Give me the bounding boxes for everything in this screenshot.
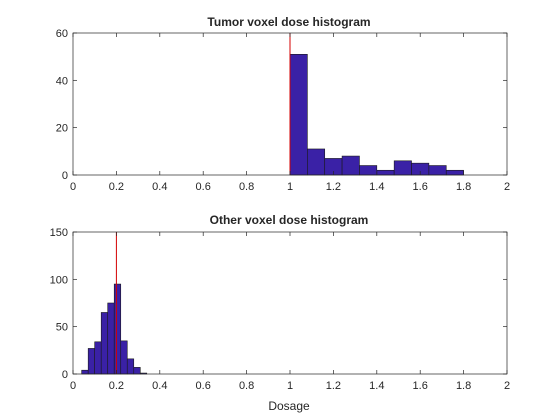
tumor-histogram-ytick-label: 0 <box>62 170 68 182</box>
tumor-histogram-bar <box>393 160 412 176</box>
tumor-histogram-panel: Tumor voxel dose histogram 0 0.2 0.4 0.6 0.8… <box>56 15 510 193</box>
tumor-histogram-xtick-label: 1.2 <box>326 181 341 193</box>
other-histogram-bar <box>120 340 128 375</box>
other-histogram-bar <box>81 369 89 375</box>
other-histogram-xtick-label: 1.6 <box>413 380 428 392</box>
tumor-histogram-bar <box>445 169 464 176</box>
other-histogram-panel: Other voxel dose histogram Dosage 0 0.2 0.… <box>50 213 510 413</box>
tumor-histogram-xtick-label: 0.6 <box>196 181 211 193</box>
other-histogram-bar <box>126 358 135 375</box>
tumor-histogram-xtick-label: 1.6 <box>413 181 428 193</box>
other-histogram-xtick-label: 0.4 <box>152 380 167 392</box>
tumor-histogram-ytick-label: 40 <box>56 75 68 87</box>
other-histogram-bar <box>100 312 109 375</box>
tumor-histogram-xtick-label: 1 <box>287 181 293 193</box>
other-histogram-xtick-label: 1 <box>287 380 293 392</box>
other-histogram-xtick-label: 1.4 <box>369 380 384 392</box>
other-histogram-axes-box <box>72 231 508 375</box>
tumor-histogram-xtick-label: 1.4 <box>369 181 384 193</box>
other-histogram-bar <box>113 283 122 375</box>
other-histogram-ytick-label: 150 <box>50 227 68 239</box>
other-histogram-bar <box>133 367 141 375</box>
other-histogram-xtick-label: 1.2 <box>326 380 341 392</box>
other-histogram-xtick-label: 0.8 <box>239 380 254 392</box>
other-histogram-xlabel: Dosage <box>268 399 310 413</box>
other-histogram-xtick-label: 0.6 <box>196 380 211 392</box>
other-histogram-xtick-label: 0 <box>70 380 76 392</box>
other-histogram-title: Other voxel dose histogram <box>210 213 369 227</box>
other-histogram-bar <box>107 302 115 375</box>
other-histogram-plot-area: 0 0.2 0.4 0.6 0.8 1 1.2 1.4 1.6 1.8 2 0 50 100 150 <box>50 227 510 392</box>
other-histogram-ytick-label: 0 <box>62 369 68 381</box>
tumor-histogram-xtick-label: 0.4 <box>152 181 167 193</box>
other-histogram-bar <box>94 341 102 375</box>
tumor-histogram-xtick-label: 1.8 <box>456 181 471 193</box>
tumor-histogram-title: Tumor voxel dose histogram <box>207 15 370 29</box>
other-histogram-xtick-label: 2 <box>504 380 510 392</box>
tumor-histogram-bar <box>289 53 308 176</box>
tumor-histogram-bar <box>307 148 326 176</box>
other-histogram-ytick-label: 100 <box>50 274 68 286</box>
tumor-histogram-xtick-label: 2 <box>504 181 510 193</box>
tumor-histogram-ytick-label: 20 <box>56 123 68 135</box>
tumor-histogram-xtick-label: 0 <box>70 181 76 193</box>
tumor-histogram-bar <box>359 165 378 176</box>
tumor-histogram-ytick-label: 60 <box>56 28 68 40</box>
other-histogram-ytick-label: 50 <box>56 322 68 334</box>
other-histogram-xtick-label: 1.8 <box>456 380 471 392</box>
tumor-histogram-xtick-label: 0.8 <box>239 181 254 193</box>
other-histogram-bar <box>87 348 96 375</box>
tumor-histogram-bar <box>376 169 395 176</box>
tumor-histogram-bar <box>428 165 447 176</box>
tumor-histogram-xtick-label: 0.2 <box>109 181 124 193</box>
tumor-histogram-bar <box>341 155 360 176</box>
other-histogram-xtick-label: 0.2 <box>109 380 124 392</box>
